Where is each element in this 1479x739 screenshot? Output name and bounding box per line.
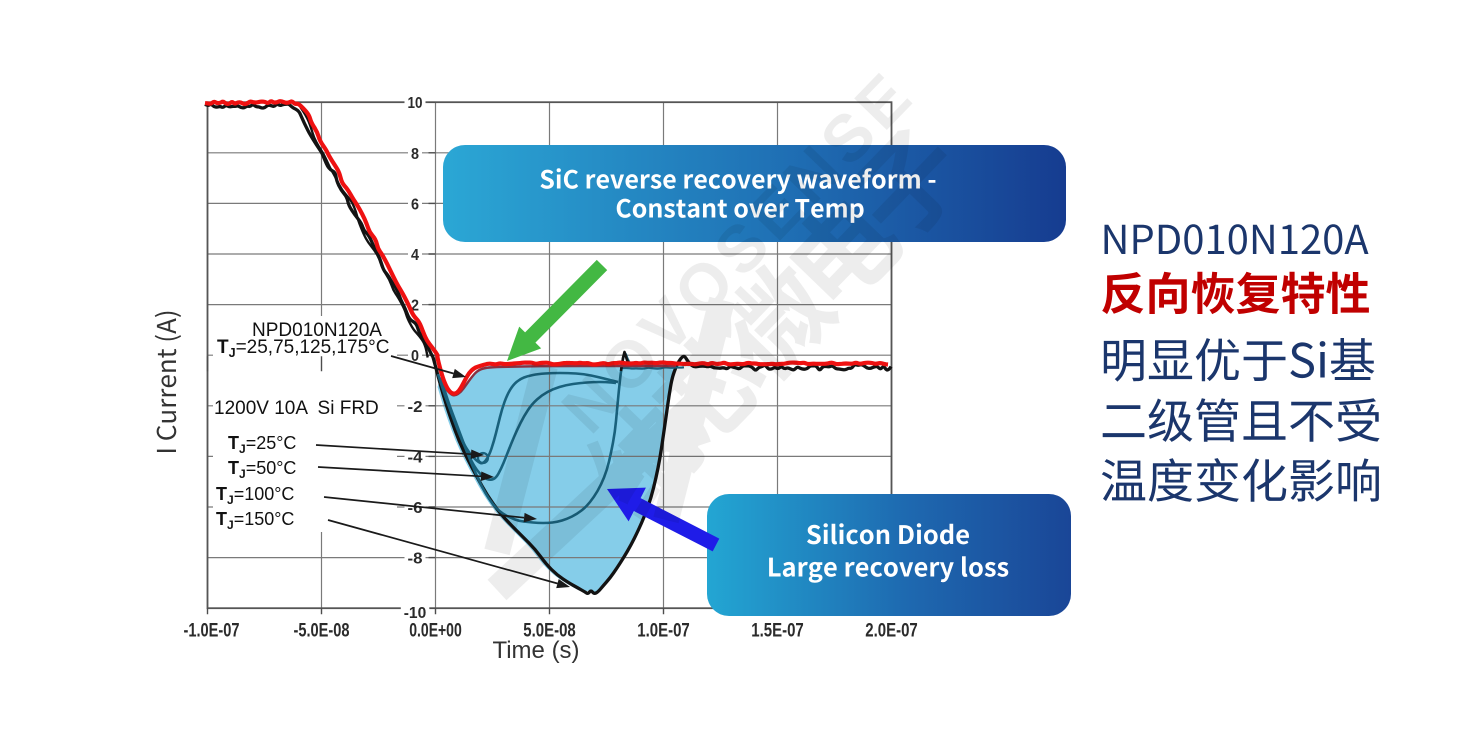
svg-text:-1.0E-07: -1.0E-07	[184, 620, 240, 642]
svg-text:-5.0E-08: -5.0E-08	[294, 620, 350, 642]
svg-text:Time (s): Time (s)	[492, 637, 579, 664]
svg-text:2.0E-07: 2.0E-07	[865, 620, 918, 642]
svg-text:-10: -10	[404, 605, 427, 622]
svg-text:1200V 10A Si FRD: 1200V 10A Si FRD	[214, 398, 379, 419]
svg-text:TJ=100°C: TJ=100°C	[216, 484, 294, 507]
svg-text:-8: -8	[408, 551, 423, 568]
svg-text:TJ=25°C: TJ=25°C	[228, 433, 296, 456]
svg-text:TJ=25,75,125,175°C: TJ=25,75,125,175°C	[217, 337, 389, 360]
svg-text:10: 10	[408, 95, 423, 112]
svg-text:-4: -4	[408, 449, 423, 466]
svg-text:8: 8	[411, 146, 419, 163]
svg-text:NPD010N120A: NPD010N120A	[252, 320, 382, 341]
svg-text:TJ=50°C: TJ=50°C	[228, 458, 296, 481]
svg-text:-2: -2	[408, 399, 423, 416]
svg-text:TJ=150°C: TJ=150°C	[216, 509, 294, 532]
svg-text:5.0E-08: 5.0E-08	[523, 620, 576, 642]
svg-text:1.5E-07: 1.5E-07	[751, 620, 804, 642]
svg-text:4: 4	[411, 247, 419, 264]
svg-text:0: 0	[411, 348, 419, 365]
svg-text:0.0E+00: 0.0E+00	[409, 620, 462, 642]
svg-text:-6: -6	[408, 500, 423, 517]
svg-text:1.0E-07: 1.0E-07	[637, 620, 690, 642]
svg-text:6: 6	[411, 196, 419, 213]
svg-text:2: 2	[411, 298, 419, 315]
